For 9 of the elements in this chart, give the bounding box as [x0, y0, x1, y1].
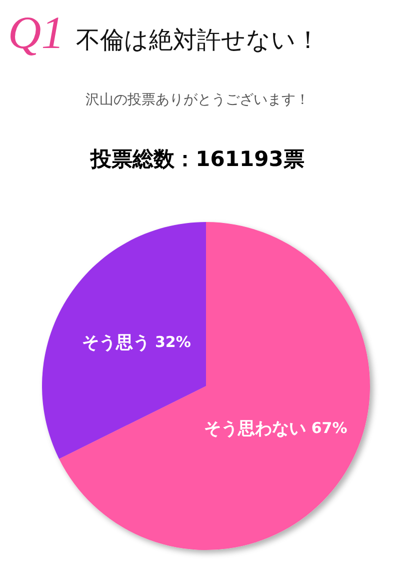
data-label: 67%	[306, 419, 348, 438]
slice-label: そう思わない	[204, 418, 306, 439]
chart-title: Q1 不倫は絶対許せない！	[8, 7, 320, 58]
pie-slice	[42, 222, 206, 459]
text: 投票総数：161193票	[90, 147, 304, 171]
chart-subtitle: 沢山の投票ありがとうございます！	[86, 92, 310, 108]
data-label: 32%	[150, 332, 191, 351]
pie-slice	[59, 222, 370, 550]
slice-label: そう思う	[82, 332, 150, 352]
